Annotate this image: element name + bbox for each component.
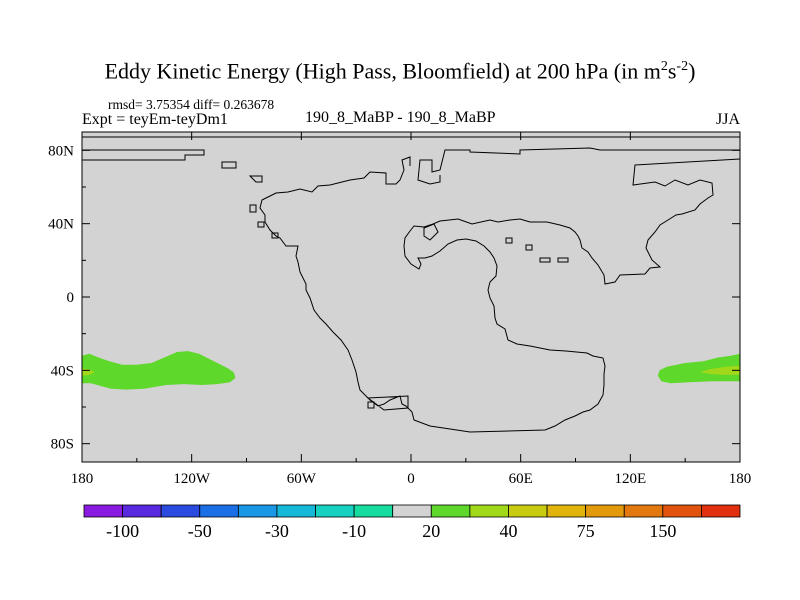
y-tick-label: 40N: [48, 217, 74, 233]
plot-background: [82, 132, 740, 462]
colorbar-swatch: [430, 504, 471, 518]
anomaly-west-pacific-40s: [82, 351, 236, 390]
title-superscript-neg2: -2: [676, 59, 689, 74]
x-tick-label: 180: [729, 471, 752, 487]
colorbar-swatch: [662, 504, 702, 518]
y-tick-label: 80S: [51, 437, 74, 453]
colorbar-swatch: [83, 504, 123, 518]
anomaly-shading: [82, 351, 740, 390]
colorbar-label: 20: [422, 521, 440, 541]
colorbar-swatch: [392, 504, 432, 518]
title-superscript-2: 2: [660, 59, 668, 74]
colorbar-swatch: [701, 504, 741, 518]
center-label: 190_8_MaBP - 190_8_MaBP: [305, 109, 496, 126]
colorbar-swatch: [199, 504, 239, 518]
colorbar-swatch: [585, 504, 625, 518]
colorbar-swatch: [276, 504, 316, 518]
chart-title: Eddy Kinetic Energy (High Pass, Bloomfie…: [0, 60, 800, 82]
colorbar-swatch: [315, 504, 355, 518]
x-tick-label: 180: [71, 471, 94, 487]
y-tick-label: 40S: [51, 363, 74, 379]
anomaly-east-pacific-core: [699, 365, 740, 375]
x-tick-label: 120W: [173, 471, 211, 487]
colorbar-label: -10: [342, 521, 366, 541]
colorbar-swatch: [508, 504, 548, 518]
y-tick-label: 80N: [48, 143, 74, 159]
colorbar-swatch: [353, 504, 394, 518]
colorbar-label: -50: [188, 521, 212, 541]
colorbar-label: 40: [499, 521, 517, 541]
x-tick-label: 60E: [509, 471, 533, 487]
colorbar-swatch: [160, 504, 201, 518]
colorbar-label: -30: [265, 521, 289, 541]
stats-label: rmsd= 3.75354 diff= 0.263678: [108, 97, 275, 112]
colorbar-swatch: [623, 504, 664, 518]
season-label: JJA: [716, 111, 741, 128]
experiment-label: Expt = teyEm-teyDm1: [82, 111, 228, 128]
colorbar-swatch: [546, 504, 587, 518]
y-tick-label: 0: [67, 290, 75, 306]
axis-ticks: 180 120W 60W 0 60E 120E 180 80N 40N 0 40S 80S: [48, 132, 751, 487]
colorbar-swatch: [122, 504, 162, 518]
colorbar-swatch: [237, 504, 278, 518]
colorbar-label: 75: [577, 521, 595, 541]
title-mid: s: [667, 58, 677, 84]
x-tick-label: 60W: [287, 471, 317, 487]
title-close: ): [688, 58, 696, 84]
colorbar-label: 150: [649, 521, 676, 541]
title-main: Eddy Kinetic Energy (High Pass, Bloomfie…: [104, 58, 661, 84]
x-tick-label: 120E: [614, 471, 646, 487]
colorbar: -100 -50 -30 -10 20 40 75 150: [83, 504, 741, 541]
colorbar-swatch: [469, 504, 509, 518]
colorbar-label: -100: [106, 521, 139, 541]
x-tick-label: 0: [407, 471, 415, 487]
anomaly-east-pacific-40s: [657, 353, 740, 384]
